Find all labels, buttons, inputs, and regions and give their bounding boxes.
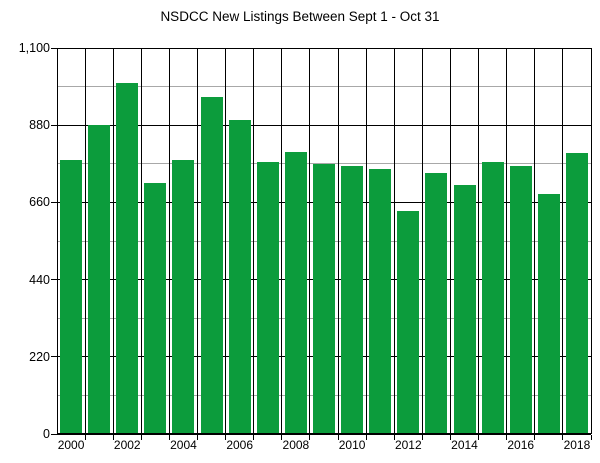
x-gridline	[562, 48, 564, 434]
x-gridline	[168, 48, 170, 434]
x-gridline	[337, 48, 339, 434]
x-axis-tick-label: 2014	[451, 438, 478, 452]
x-axis-tick	[225, 435, 227, 440]
x-axis-tick	[393, 435, 395, 440]
x-gridline	[225, 48, 227, 434]
x-gridline	[365, 48, 367, 434]
x-gridline	[478, 48, 480, 434]
x-axis-tick	[449, 435, 451, 440]
x-gridline	[112, 48, 114, 434]
x-axis-tick	[281, 435, 283, 440]
y-axis-tick	[51, 47, 57, 49]
x-axis-tick-label: 2012	[394, 438, 422, 452]
x-gridline	[449, 48, 451, 434]
y-axis-tick-label: 220	[29, 349, 50, 364]
x-axis-tick	[365, 435, 367, 440]
x-gridline	[421, 48, 423, 434]
x-axis-line	[57, 433, 591, 435]
x-axis-tick	[197, 435, 199, 440]
bar-2011	[369, 169, 392, 434]
x-gridline	[309, 48, 311, 434]
x-gridline	[281, 48, 283, 434]
x-axis-tick-label: 2000	[57, 438, 85, 452]
x-gridline	[253, 48, 255, 434]
x-axis-tick	[478, 435, 480, 440]
x-axis-tick-label: 2006	[226, 438, 254, 452]
bar-2003	[144, 183, 167, 434]
y-axis-tick	[51, 124, 57, 126]
x-axis-tick	[590, 435, 592, 440]
y-axis-line	[56, 48, 58, 434]
x-axis-tick-label: 2008	[282, 438, 310, 452]
x-axis-tick	[421, 435, 423, 440]
x-axis-tick	[84, 435, 86, 440]
x-axis-tick	[562, 435, 564, 440]
x-gridline	[140, 48, 142, 434]
x-gridline	[84, 48, 86, 434]
bar-2010	[341, 165, 364, 434]
y-gridline-major-880	[57, 124, 591, 126]
x-axis-tick	[506, 435, 508, 440]
chart-title: NSDCC New Listings Between Sept 1 - Oct …	[160, 9, 440, 24]
x-axis-tick-label: 2004	[170, 438, 197, 452]
x-axis-tick	[309, 435, 311, 440]
y-axis-tick-label: 660	[29, 195, 50, 210]
bar-2000	[60, 160, 83, 434]
y-axis-tick	[51, 279, 57, 281]
bar-2018	[565, 153, 588, 434]
plot-right-border	[590, 48, 592, 434]
y-axis-tick	[51, 356, 57, 358]
bar-2005	[200, 97, 223, 434]
x-axis-tick	[168, 435, 170, 440]
x-axis-tick-label: 2002	[113, 438, 141, 452]
bar-2009	[313, 163, 335, 434]
x-axis-tick	[112, 435, 114, 440]
bar-2016	[509, 165, 532, 434]
bar-2002	[116, 83, 139, 434]
y-axis-tick-label: 440	[29, 272, 50, 287]
bar-2004	[172, 160, 195, 434]
x-axis-tick	[534, 435, 536, 440]
x-axis-tick-label: 2016	[507, 438, 535, 452]
y-gridline-major-1100	[57, 47, 591, 49]
y-axis-tick-label: 880	[29, 118, 50, 133]
bar-2001	[88, 125, 111, 434]
bar-2017	[537, 193, 560, 434]
y-axis-tick	[51, 201, 57, 203]
x-gridline	[534, 48, 536, 434]
bar-2013	[425, 172, 448, 434]
x-axis-tick	[337, 435, 339, 440]
x-axis-tick-label: 2010	[338, 438, 366, 452]
x-axis-tick	[253, 435, 255, 440]
x-axis-tick	[140, 435, 142, 440]
y-axis-tick-label: 0	[43, 427, 50, 441]
bar-2007	[256, 162, 279, 434]
bar-2012	[397, 211, 420, 434]
y-gridline-minor-990	[57, 86, 591, 88]
bar-2014	[453, 184, 476, 434]
bar-2015	[481, 162, 504, 434]
y-axis-tick	[51, 433, 57, 435]
x-gridline	[393, 48, 395, 434]
bar-2008	[284, 151, 307, 434]
y-axis-tick-label: 1,100	[18, 41, 50, 55]
x-gridline	[506, 48, 508, 434]
x-gridline	[197, 48, 199, 434]
bar-2006	[228, 119, 251, 434]
x-axis-tick-label: 2018	[563, 438, 591, 452]
